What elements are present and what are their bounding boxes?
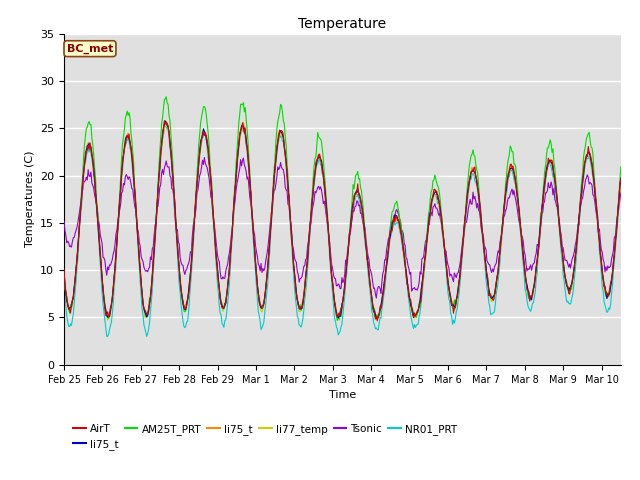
X-axis label: Time: Time [329,390,356,400]
Legend: AirT, li75_t, AM25T_PRT, li75_t, li77_temp, Tsonic, NR01_PRT: AirT, li75_t, AM25T_PRT, li75_t, li77_te… [69,420,461,454]
Title: Temperature: Temperature [298,17,387,31]
Text: BC_met: BC_met [67,44,113,54]
Y-axis label: Temperatures (C): Temperatures (C) [24,151,35,248]
